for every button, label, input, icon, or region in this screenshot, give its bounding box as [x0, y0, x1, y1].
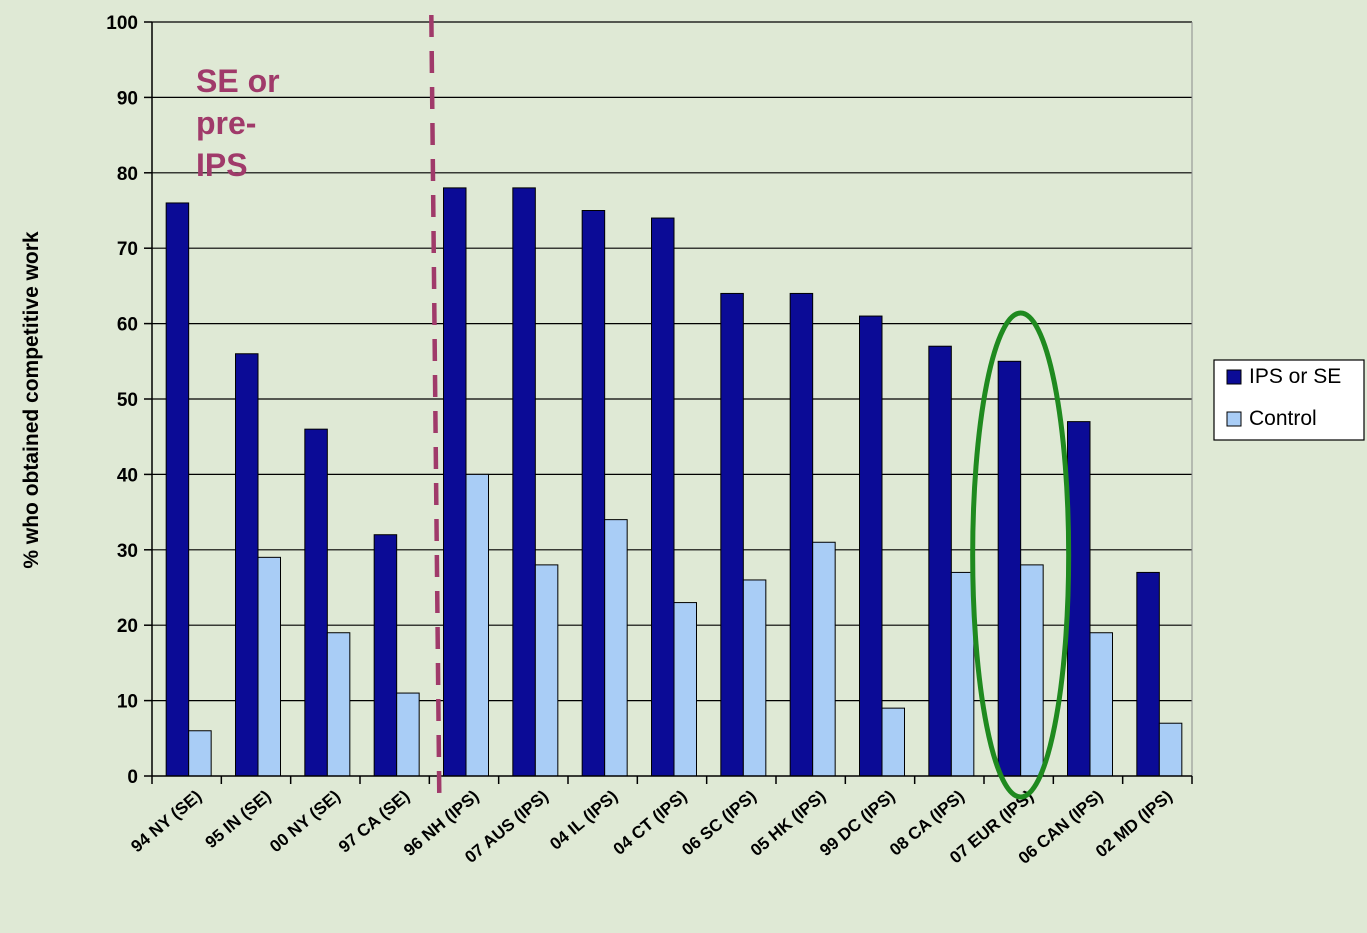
- bar-ips-or-se: [304, 428, 328, 777]
- y-axis-ticks: 0 10 20 30 40 50 60 70 80 90 100: [106, 13, 152, 788]
- bar-control: [465, 473, 489, 777]
- bar-control: [1020, 564, 1044, 777]
- y-tick-label: 70: [117, 239, 138, 260]
- x-tick-label: 94 NY (SE): [127, 787, 205, 857]
- y-tick-label: 10: [117, 692, 138, 713]
- bar-ips-or-se: [789, 292, 814, 777]
- bar-ips-or-se: [651, 217, 675, 777]
- bar-ips-or-se: [373, 534, 398, 777]
- x-tick-label: 05 HK (IPS): [747, 787, 829, 860]
- bar-control: [604, 519, 628, 777]
- y-tick-label: 60: [117, 315, 138, 336]
- x-tick-label: 99 DC (IPS): [816, 787, 898, 860]
- y-tick-label: 20: [117, 616, 138, 637]
- legend-swatch: [1226, 411, 1242, 427]
- axes: [151, 22, 1193, 777]
- bar-control: [326, 632, 351, 777]
- bar-control: [1089, 632, 1113, 777]
- bar-ips-or-se: [997, 360, 1022, 777]
- bar-control: [742, 579, 767, 777]
- bar-ips-or-se: [1136, 571, 1160, 777]
- divider-text-line: SE or: [196, 63, 280, 99]
- bar-ips-or-se: [720, 292, 744, 777]
- y-tick-label: 80: [117, 164, 138, 185]
- bar-ips-or-se: [235, 353, 259, 777]
- legend: IPS or SE Control: [1213, 359, 1365, 441]
- bar-ips-or-se: [512, 187, 536, 777]
- bar-control: [188, 730, 212, 777]
- divider-line: [429, 14, 442, 801]
- highlight-ellipse: [970, 310, 1072, 800]
- x-tick-label: 06 SC (IPS): [678, 787, 760, 860]
- legend-label: Control: [1249, 407, 1317, 430]
- bar-control: [950, 571, 975, 777]
- y-tick-label: 30: [117, 541, 138, 562]
- divider-text-line: IPS: [196, 147, 248, 183]
- y-tick-label: 50: [117, 390, 138, 411]
- annotations: SE or pre- IPS: [196, 14, 1072, 801]
- legend-swatch: [1226, 369, 1242, 385]
- bar-control: [673, 602, 697, 777]
- bar-control: [534, 564, 559, 777]
- divider-text-line: pre-: [196, 105, 256, 141]
- y-tick-label: 90: [117, 88, 138, 109]
- x-tick-label: 02 MD (IPS): [1092, 787, 1176, 862]
- y-tick-label: 0: [127, 767, 138, 788]
- bar-control: [881, 707, 905, 777]
- bar-ips-or-se: [443, 187, 467, 777]
- y-tick-label: 100: [106, 13, 138, 34]
- bar-control: [1158, 722, 1183, 777]
- bar-control: [257, 556, 281, 777]
- x-tick-label: 95 IN (SE): [202, 787, 275, 853]
- bar-control: [812, 541, 836, 777]
- bar-control: [396, 692, 420, 777]
- y-tick-label: 40: [117, 465, 138, 486]
- bar-ips-or-se: [928, 345, 952, 777]
- bar-ips-or-se: [165, 202, 190, 777]
- bars: [165, 187, 1183, 777]
- x-tick-label: 00 NY (SE): [266, 787, 344, 857]
- bar-ips-or-se: [581, 210, 606, 777]
- y-axis-label: % who obtained competitive work: [20, 231, 43, 569]
- x-tick-label: 04 CT (IPS): [610, 787, 691, 859]
- bar-ips-or-se: [859, 315, 883, 777]
- legend-label: IPS or SE: [1249, 365, 1341, 388]
- bar-ips-or-se: [1067, 421, 1091, 777]
